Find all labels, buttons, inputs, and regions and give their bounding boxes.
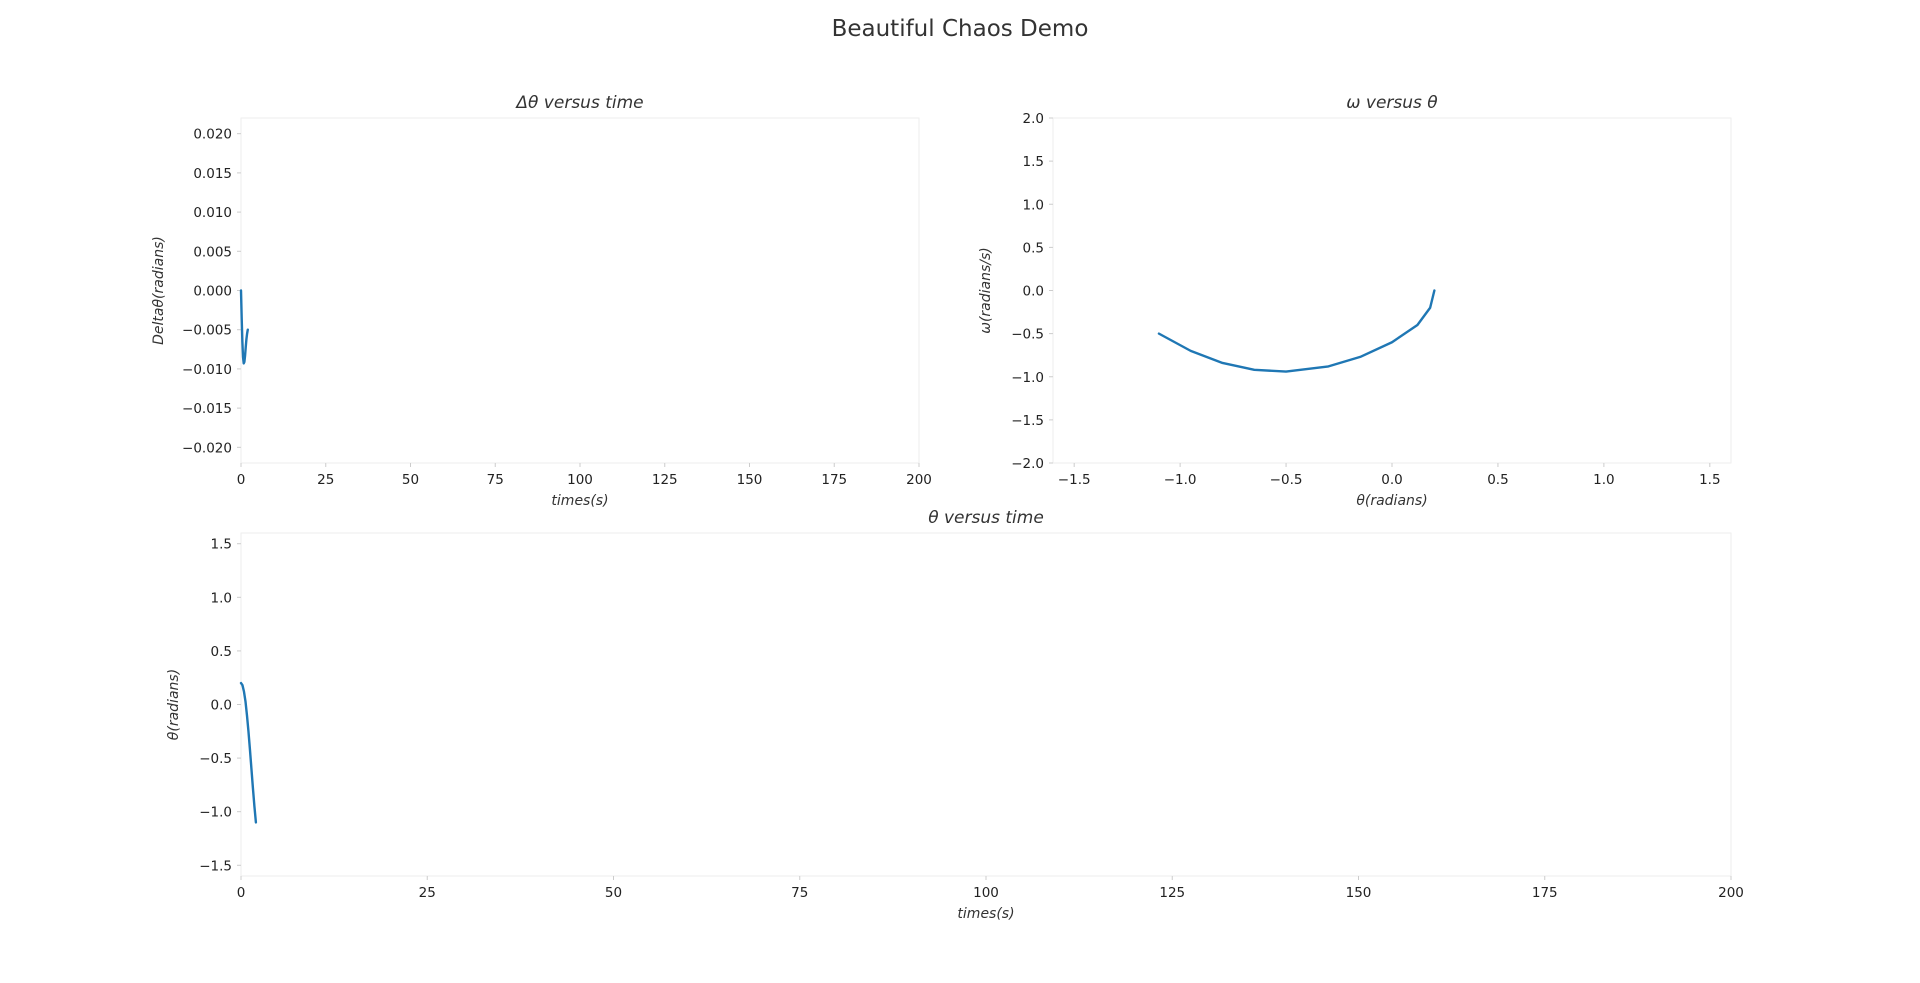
theta-time-xtick-label: 175: [1532, 885, 1558, 901]
delta-theta-xtick-label: 50: [402, 472, 419, 488]
theta-time-title: θ versus time: [928, 508, 1044, 528]
omega-theta-xtick-label: 1.5: [1699, 472, 1720, 488]
theta-time-xtick-label: 75: [791, 885, 808, 901]
omega-theta-ytick-label: −1.0: [1011, 370, 1044, 386]
theta-time-xtick-label: 0: [237, 885, 246, 901]
omega-theta-xtick-label: 0.0: [1381, 472, 1402, 488]
theta-time-ytick-label: 1.0: [211, 590, 232, 606]
omega-theta-ytick-label: 0.5: [1023, 240, 1044, 256]
theta-time-ytick-label: 0.0: [211, 698, 232, 714]
theta-time-series-line: [239, 681, 258, 824]
theta-time-ytick-label: 0.5: [211, 644, 232, 660]
delta-theta-ytick-label: 0.015: [193, 166, 232, 182]
delta-theta-xtick-label: 200: [906, 472, 932, 488]
delta-theta-ylabel: Deltaθ(radians): [151, 236, 167, 345]
omega-theta-xtick-label: 1.0: [1593, 472, 1614, 488]
theta-time-xtick-label: 150: [1346, 885, 1372, 901]
theta-time-ytick-label: 1.5: [211, 537, 232, 553]
theta-time-xtick-label: 25: [419, 885, 436, 901]
chart-delta-theta-vs-time: Δθ versus time 0 25 50 75 100 125 150 175 200 −0.0…: [151, 93, 932, 509]
theta-time-xtick-label: 50: [605, 885, 622, 901]
omega-theta-ytick-label: −0.5: [1011, 327, 1044, 343]
delta-theta-xtick-label: 125: [652, 472, 678, 488]
chart-theta-vs-time: θ versus time 0 25 50 75 100 125 150 175 200 −1.5 −…: [166, 508, 1744, 922]
theta-time-xtick-label: 125: [1159, 885, 1185, 901]
omega-theta-series-line: [1157, 289, 1436, 373]
delta-theta-ytick-label: 0.020: [193, 127, 232, 143]
delta-theta-ytick-label: 0.000: [193, 284, 232, 300]
omega-theta-xtick-label: −0.5: [1270, 472, 1303, 488]
omega-theta-ylabel: ω(radians/s): [978, 247, 994, 334]
delta-theta-xtick-label: 100: [567, 472, 593, 488]
theta-time-plot-area: [240, 532, 1732, 877]
delta-theta-title: Δθ versus time: [514, 93, 643, 113]
chart-omega-vs-theta: ω versus θ −1.5 −1.0 −0.5 0.0 0.5 1.0 1.5 −2.0 −1…: [978, 93, 1732, 509]
delta-theta-xtick-label: 25: [317, 472, 334, 488]
delta-theta-xlabel: times(s): [551, 493, 608, 509]
omega-theta-xtick-label: −1.0: [1164, 472, 1197, 488]
delta-theta-ytick-label: 0.005: [193, 244, 232, 260]
theta-time-ylabel: θ(radians): [166, 669, 182, 740]
omega-theta-title: ω versus θ: [1346, 93, 1438, 113]
theta-time-xtick-label: 100: [973, 885, 999, 901]
omega-theta-ytick-label: 1.0: [1023, 197, 1044, 213]
omega-theta-ytick-label: −2.0: [1011, 456, 1044, 472]
omega-theta-ytick-label: 0.0: [1023, 284, 1044, 300]
delta-theta-xtick-label: 175: [821, 472, 847, 488]
omega-theta-ytick-label: 2.0: [1023, 111, 1044, 127]
omega-theta-xtick-label: 0.5: [1487, 472, 1508, 488]
delta-theta-ytick-label: −0.010: [182, 362, 232, 378]
theta-time-ytick-label: −0.5: [199, 751, 232, 767]
theta-time-xtick-label: 200: [1718, 885, 1744, 901]
theta-time-ytick-label: −1.5: [199, 858, 232, 874]
theta-time-xlabel: times(s): [957, 906, 1014, 922]
delta-theta-ytick-label: −0.015: [182, 401, 232, 417]
omega-theta-ytick-label: 1.5: [1023, 154, 1044, 170]
delta-theta-ytick-label: 0.010: [193, 205, 232, 221]
theta-time-ytick-label: −1.0: [199, 805, 232, 821]
delta-theta-ytick-label: −0.020: [182, 440, 232, 456]
delta-theta-xtick-label: 75: [487, 472, 504, 488]
figure-title: Beautiful Chaos Demo: [832, 16, 1089, 42]
delta-theta-plot-area: [240, 117, 920, 464]
omega-theta-xlabel: θ(radians): [1356, 493, 1427, 509]
delta-theta-series-line: [239, 289, 249, 365]
delta-theta-xtick-label: 0: [237, 472, 246, 488]
omega-theta-xtick-label: −1.5: [1058, 472, 1091, 488]
omega-theta-plot-area: [1052, 117, 1732, 464]
omega-theta-ytick-label: −1.5: [1011, 413, 1044, 429]
delta-theta-xtick-label: 150: [737, 472, 763, 488]
delta-theta-ytick-label: −0.005: [182, 323, 232, 339]
